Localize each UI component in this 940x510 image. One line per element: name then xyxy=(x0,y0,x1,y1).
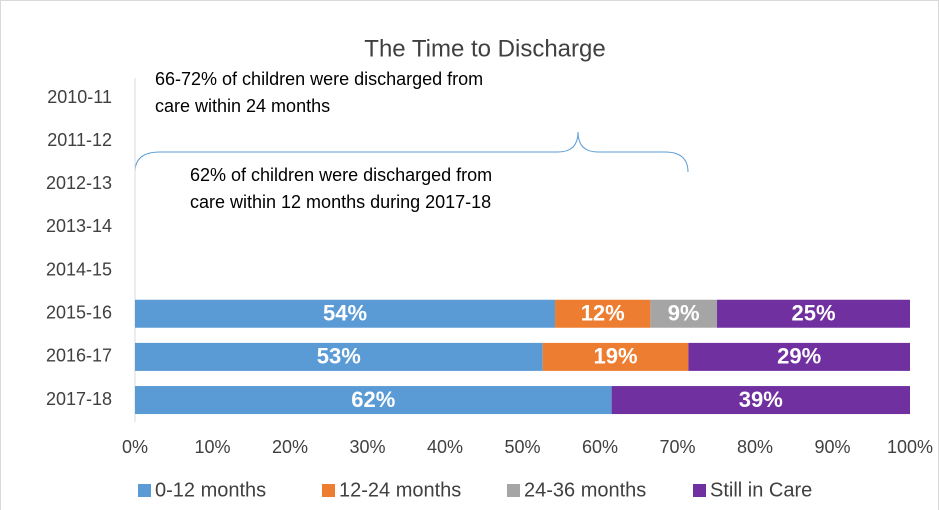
annotation: care within 24 months xyxy=(155,96,330,116)
bar xyxy=(611,386,910,415)
y-tick-label: 2015-16 xyxy=(46,303,112,323)
data-label: 25% xyxy=(791,301,835,326)
bar xyxy=(688,342,910,371)
data-label: 39% xyxy=(739,387,783,412)
bar xyxy=(650,299,718,328)
legend-label: 24-36 months xyxy=(524,479,646,501)
legend-swatch xyxy=(693,484,706,497)
annotation: 66-72% of children were discharged from xyxy=(155,69,483,89)
x-tick-label: 70% xyxy=(659,437,695,457)
legend-label: 0-12 months xyxy=(155,479,266,501)
bar xyxy=(542,342,689,371)
bar xyxy=(555,299,651,328)
x-tick-label: 20% xyxy=(272,437,308,457)
x-tick-label: 90% xyxy=(814,437,850,457)
annotation: 62% of children were discharged from xyxy=(190,165,492,185)
y-tick-label: 2016-17 xyxy=(46,346,112,366)
y-tick-label: 2010-11 xyxy=(47,87,112,107)
legend-swatch xyxy=(322,484,335,497)
x-tick-label: 60% xyxy=(582,437,618,457)
x-tick-label: 0% xyxy=(122,437,148,457)
legend-label: 12-24 months xyxy=(339,479,461,501)
x-tick-label: 30% xyxy=(349,437,385,457)
data-label: 9% xyxy=(668,301,700,326)
data-label: 53% xyxy=(317,344,361,369)
x-tick-label: 10% xyxy=(194,437,230,457)
data-label: 29% xyxy=(777,344,821,369)
chart-title: The Time to Discharge xyxy=(364,35,605,62)
x-tick-label: 50% xyxy=(504,437,540,457)
y-tick-label: 2013-14 xyxy=(46,216,112,236)
data-label: 62% xyxy=(351,387,395,412)
legend-label: Still in Care xyxy=(710,479,812,501)
y-tick-label: 2011-12 xyxy=(47,130,112,150)
y-tick-label: 2012-13 xyxy=(46,173,112,193)
data-label: 19% xyxy=(593,344,637,369)
y-tick-label: 2014-15 xyxy=(46,259,112,279)
legend-swatch xyxy=(507,484,520,497)
x-tick-label: 100% xyxy=(887,437,933,457)
bar xyxy=(135,342,543,371)
data-label: 54% xyxy=(323,301,367,326)
bar xyxy=(135,299,556,328)
annotation: care within 12 months during 2017-18 xyxy=(190,192,491,212)
x-tick-label: 40% xyxy=(427,437,463,457)
x-tick-label: 80% xyxy=(737,437,773,457)
bar xyxy=(135,386,612,415)
brace xyxy=(134,131,689,173)
bar xyxy=(717,299,910,328)
legend-swatch xyxy=(138,484,151,497)
data-label: 12% xyxy=(581,301,625,326)
y-tick-label: 2017-18 xyxy=(46,389,112,409)
